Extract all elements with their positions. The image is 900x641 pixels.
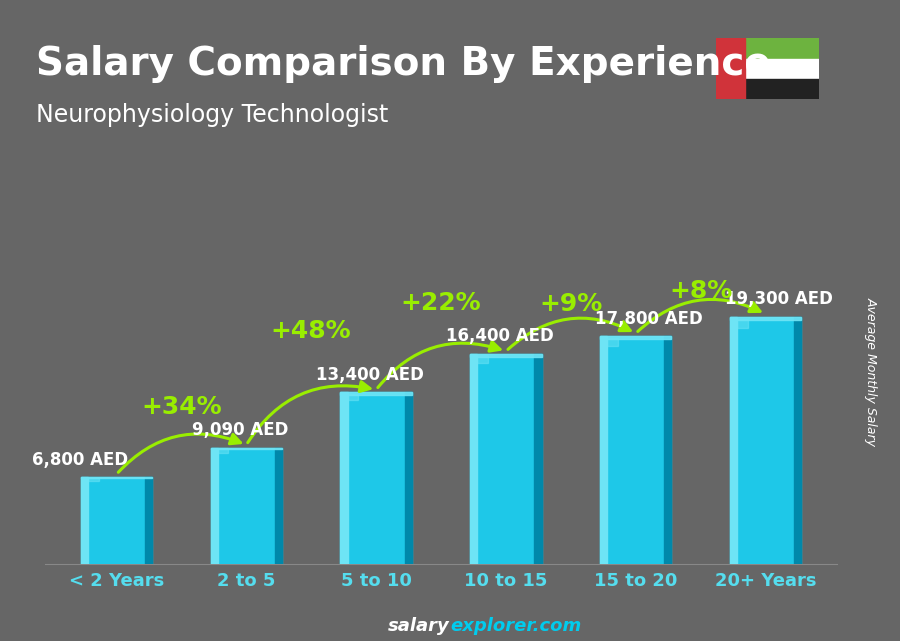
Bar: [716, 79, 819, 99]
Bar: [405, 392, 412, 564]
Text: +48%: +48%: [271, 319, 352, 343]
Bar: [274, 447, 282, 564]
Bar: [347, 394, 358, 400]
Bar: [730, 317, 737, 564]
Bar: [211, 447, 218, 564]
Text: 6,800 AED: 6,800 AED: [32, 451, 128, 469]
Bar: [794, 317, 801, 564]
Text: 17,800 AED: 17,800 AED: [595, 310, 703, 328]
Bar: [470, 354, 477, 564]
Text: Salary Comparison By Experience: Salary Comparison By Experience: [36, 45, 770, 83]
Bar: [600, 336, 608, 564]
Bar: [730, 317, 801, 320]
Text: +22%: +22%: [400, 290, 482, 315]
Text: +34%: +34%: [141, 394, 221, 419]
Bar: [145, 477, 152, 564]
Bar: [608, 338, 618, 346]
Bar: [218, 449, 229, 453]
Text: +9%: +9%: [539, 292, 602, 316]
Bar: [600, 336, 671, 564]
Text: 13,400 AED: 13,400 AED: [316, 366, 424, 384]
Text: Average Monthly Salary: Average Monthly Salary: [865, 297, 878, 446]
Text: 9,090 AED: 9,090 AED: [192, 421, 288, 439]
Bar: [81, 477, 152, 564]
Bar: [340, 392, 412, 395]
Bar: [470, 354, 542, 357]
Bar: [81, 477, 88, 564]
Bar: [737, 319, 748, 328]
Bar: [470, 354, 542, 564]
Text: Neurophysiology Technologist: Neurophysiology Technologist: [36, 103, 389, 126]
Bar: [211, 447, 282, 564]
Text: 19,300 AED: 19,300 AED: [724, 290, 832, 308]
Bar: [535, 354, 542, 564]
Text: salary: salary: [388, 617, 450, 635]
Bar: [340, 392, 412, 564]
Bar: [600, 336, 671, 339]
Bar: [716, 59, 819, 79]
Text: +8%: +8%: [669, 279, 733, 303]
Bar: [664, 336, 671, 564]
Text: 16,400 AED: 16,400 AED: [446, 328, 554, 345]
Bar: [340, 392, 347, 564]
Bar: [716, 38, 745, 99]
Text: explorer.com: explorer.com: [450, 617, 581, 635]
Bar: [211, 447, 282, 449]
Bar: [730, 317, 801, 564]
Bar: [81, 477, 152, 478]
Bar: [477, 355, 488, 363]
Bar: [88, 478, 99, 481]
Bar: [716, 38, 819, 59]
